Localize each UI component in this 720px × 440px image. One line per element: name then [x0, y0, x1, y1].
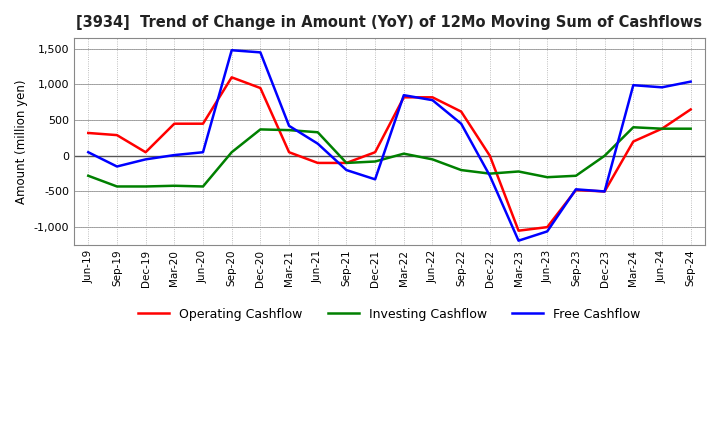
Operating Cashflow — [457, 109, 466, 114]
Free Cashflow — [428, 98, 437, 103]
Investing Cashflow — [514, 169, 523, 174]
Investing Cashflow — [313, 130, 322, 135]
Free Cashflow — [141, 157, 150, 162]
Investing Cashflow — [199, 184, 207, 189]
Operating Cashflow — [400, 95, 408, 100]
Free Cashflow — [199, 150, 207, 155]
Investing Cashflow — [284, 128, 293, 133]
Investing Cashflow — [84, 173, 93, 178]
Free Cashflow — [600, 189, 609, 194]
Free Cashflow — [112, 164, 121, 169]
Investing Cashflow — [600, 153, 609, 158]
Free Cashflow — [284, 123, 293, 128]
Free Cashflow — [657, 84, 666, 90]
Line: Free Cashflow: Free Cashflow — [89, 50, 690, 241]
Investing Cashflow — [342, 160, 351, 165]
Investing Cashflow — [485, 171, 494, 176]
Operating Cashflow — [342, 160, 351, 165]
Free Cashflow — [342, 168, 351, 173]
Y-axis label: Amount (million yen): Amount (million yen) — [15, 79, 28, 204]
Operating Cashflow — [141, 150, 150, 155]
Free Cashflow — [543, 229, 552, 234]
Free Cashflow — [485, 173, 494, 178]
Free Cashflow — [256, 50, 265, 55]
Operating Cashflow — [284, 150, 293, 155]
Free Cashflow — [572, 187, 580, 192]
Free Cashflow — [400, 92, 408, 98]
Operating Cashflow — [112, 132, 121, 138]
Operating Cashflow — [600, 189, 609, 194]
Free Cashflow — [170, 152, 179, 158]
Operating Cashflow — [629, 139, 638, 144]
Investing Cashflow — [112, 184, 121, 189]
Operating Cashflow — [228, 75, 236, 80]
Investing Cashflow — [686, 126, 695, 131]
Free Cashflow — [228, 48, 236, 53]
Free Cashflow — [371, 177, 379, 182]
Operating Cashflow — [371, 150, 379, 155]
Operating Cashflow — [84, 130, 93, 136]
Investing Cashflow — [457, 168, 466, 173]
Investing Cashflow — [400, 151, 408, 156]
Investing Cashflow — [170, 183, 179, 188]
Free Cashflow — [457, 121, 466, 126]
Operating Cashflow — [170, 121, 179, 126]
Free Cashflow — [629, 83, 638, 88]
Free Cashflow — [84, 150, 93, 155]
Investing Cashflow — [657, 126, 666, 131]
Operating Cashflow — [657, 126, 666, 131]
Operating Cashflow — [543, 224, 552, 230]
Free Cashflow — [514, 238, 523, 243]
Investing Cashflow — [543, 175, 552, 180]
Investing Cashflow — [371, 159, 379, 164]
Free Cashflow — [313, 141, 322, 147]
Investing Cashflow — [256, 127, 265, 132]
Operating Cashflow — [313, 160, 322, 165]
Investing Cashflow — [629, 125, 638, 130]
Legend: Operating Cashflow, Investing Cashflow, Free Cashflow: Operating Cashflow, Investing Cashflow, … — [133, 303, 646, 326]
Investing Cashflow — [428, 157, 437, 162]
Operating Cashflow — [199, 121, 207, 126]
Operating Cashflow — [686, 107, 695, 112]
Operating Cashflow — [428, 95, 437, 100]
Line: Investing Cashflow: Investing Cashflow — [89, 127, 690, 187]
Operating Cashflow — [572, 187, 580, 193]
Operating Cashflow — [256, 85, 265, 91]
Free Cashflow — [686, 79, 695, 84]
Investing Cashflow — [141, 184, 150, 189]
Title: [3934]  Trend of Change in Amount (YoY) of 12Mo Moving Sum of Cashflows: [3934] Trend of Change in Amount (YoY) o… — [76, 15, 703, 30]
Operating Cashflow — [485, 153, 494, 158]
Investing Cashflow — [572, 173, 580, 178]
Investing Cashflow — [228, 150, 236, 155]
Line: Operating Cashflow: Operating Cashflow — [89, 77, 690, 231]
Operating Cashflow — [514, 228, 523, 233]
